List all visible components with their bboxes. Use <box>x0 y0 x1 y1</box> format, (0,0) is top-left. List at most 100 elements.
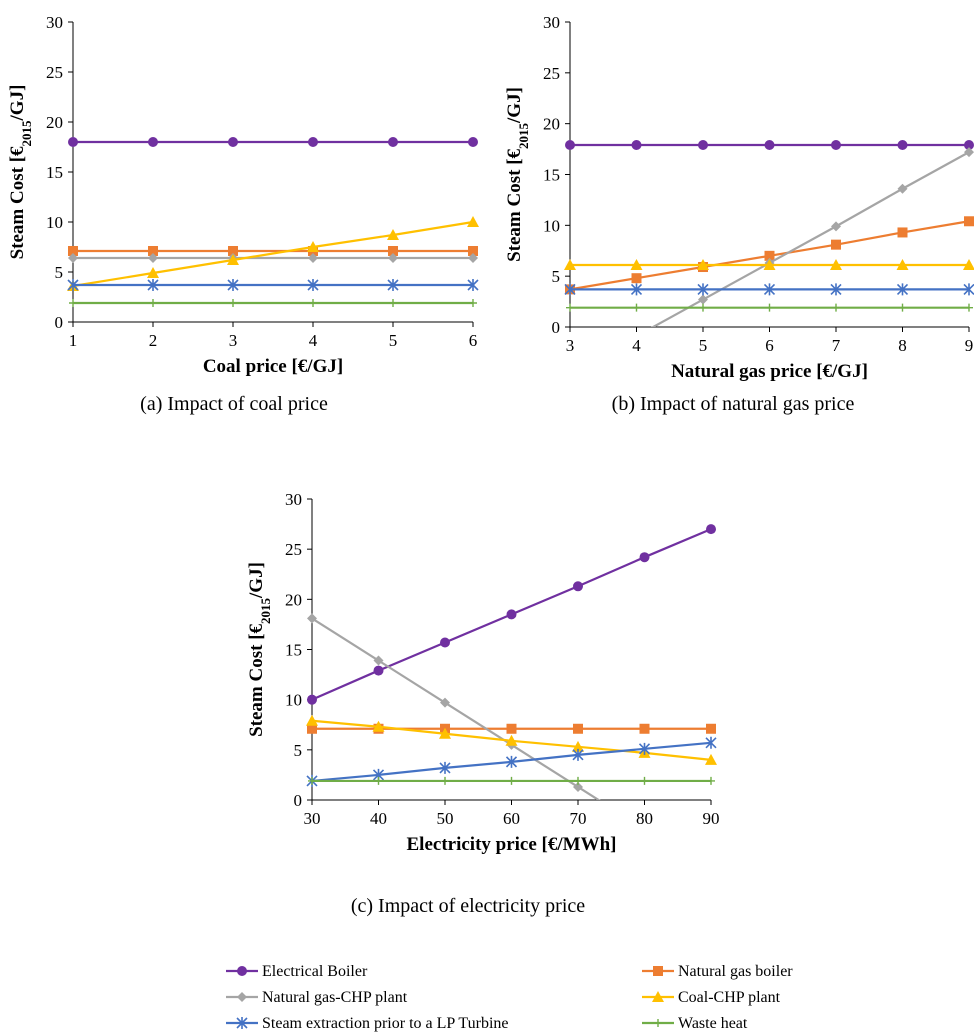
data-point-waste <box>309 299 317 307</box>
data-point-ngb <box>831 239 841 250</box>
legend-marker <box>236 1017 248 1029</box>
legend-marker <box>237 966 247 976</box>
data-point-coal <box>147 267 159 278</box>
data-point-ngb <box>706 723 716 734</box>
x-tick-label: 5 <box>389 331 398 350</box>
data-point-waste <box>441 776 449 785</box>
x-tick-label: 8 <box>898 336 907 355</box>
data-point-waste <box>566 303 574 312</box>
series-waste <box>308 776 715 785</box>
y-tick-label: 25 <box>285 540 302 559</box>
data-point-waste <box>507 776 516 785</box>
y-tick-label: 5 <box>294 741 303 760</box>
data-point-eb <box>308 137 318 147</box>
data-point-eb <box>506 609 517 620</box>
y-axis-label: Steam Cost [€2015/GJ] <box>246 562 273 737</box>
x-tick-label: 6 <box>469 331 478 350</box>
data-point-steam <box>227 279 239 291</box>
x-axis-label: Natural gas price [€/GJ] <box>671 361 868 382</box>
data-point-ngb <box>964 216 974 227</box>
data-point-coal <box>564 258 576 270</box>
data-point-coal <box>963 258 974 270</box>
data-point-steam <box>505 755 518 768</box>
series-steam <box>67 279 479 291</box>
data-point-steam <box>439 761 451 774</box>
data-point-ngb <box>307 723 317 734</box>
data-point-steam <box>307 279 319 291</box>
data-point-ngb <box>228 246 238 256</box>
data-point-eb <box>228 137 238 147</box>
data-point-steam <box>630 283 643 296</box>
data-point-coal <box>439 727 451 739</box>
data-point-steam <box>830 283 842 296</box>
y-tick-label: 25 <box>46 63 63 82</box>
data-point-eb <box>565 140 575 151</box>
data-point-steam <box>564 283 576 296</box>
x-tick-label: 9 <box>965 336 974 355</box>
chart-1: 0 5 10 15 20 25 30 1 2 3 4 5 6 Coal price [€/GJ] Steam… <box>7 13 479 415</box>
x-tick-label: 60 <box>503 809 520 828</box>
y-tick-label: 10 <box>46 213 63 232</box>
legend-item-coal: Coal-CHP plant <box>642 989 781 1006</box>
legend: Electrical Boiler Natural gas boiler Natur… <box>226 963 793 1032</box>
data-point-ngchp <box>373 655 384 666</box>
x-tick-label: 4 <box>632 336 641 355</box>
data-point-coal <box>830 258 842 270</box>
x-tick-label: 40 <box>370 809 387 828</box>
data-point-waste <box>632 303 641 312</box>
data-point-coal <box>705 753 717 765</box>
chart-3: 0 5 10 15 20 25 30 30 40 50 60 70 80 90 Electricity pr… <box>246 490 720 917</box>
data-point-ngb <box>468 246 478 256</box>
data-point-coal <box>630 258 643 270</box>
x-tick-label: 5 <box>699 336 708 355</box>
data-point-waste <box>765 303 774 312</box>
legend-item-waste: Waste heat <box>642 1015 748 1032</box>
data-point-waste <box>707 776 715 785</box>
data-point-coal <box>763 258 776 270</box>
data-point-ngb <box>68 246 78 256</box>
legend-item-steam: Steam extraction prior to a LP Turbine <box>226 1015 508 1032</box>
data-point-ngb <box>639 723 650 734</box>
data-point-ngchp <box>308 253 318 263</box>
legend-marker <box>653 966 663 976</box>
series-coal <box>67 216 479 291</box>
x-tick-label: 1 <box>69 331 78 350</box>
series-waste <box>566 303 973 312</box>
y-tick-label: 25 <box>543 64 560 83</box>
x-tick-label: 80 <box>636 809 653 828</box>
data-point-ngchp <box>388 253 398 263</box>
y-tick-label: 20 <box>46 113 63 132</box>
y-tick-label: 15 <box>543 166 560 185</box>
data-point-eb <box>639 552 650 563</box>
data-point-ngchp <box>698 294 708 305</box>
data-point-steam <box>705 736 717 749</box>
data-point-steam <box>572 748 584 761</box>
y-tick-label: 5 <box>552 267 561 286</box>
y-tick-label: 10 <box>285 691 302 710</box>
data-point-ngb <box>631 273 642 284</box>
data-point-ngb <box>388 246 398 256</box>
x-tick-label: 90 <box>703 809 720 828</box>
x-axis-label: Electricity price [€/MWh] <box>407 834 617 855</box>
series-steam <box>564 283 974 296</box>
data-point-eb <box>307 694 317 705</box>
data-point-waste <box>965 303 973 312</box>
data-point-waste <box>469 299 477 307</box>
data-point-eb <box>897 140 908 151</box>
x-tick-label: 4 <box>309 331 318 350</box>
chart-caption: (a) Impact of coal price <box>140 393 328 415</box>
series-eb <box>68 137 478 147</box>
x-tick-label: 3 <box>229 331 238 350</box>
data-point-steam <box>387 279 399 291</box>
data-point-eb <box>706 524 716 535</box>
data-point-coal <box>896 258 909 270</box>
legend-label: Waste heat <box>678 1015 748 1032</box>
x-tick-label: 7 <box>832 336 841 355</box>
data-point-ngb <box>506 723 517 734</box>
data-point-ngchp <box>307 613 317 624</box>
data-point-eb <box>964 140 974 151</box>
x-tick-label: 3 <box>566 336 575 355</box>
data-point-eb <box>698 140 708 151</box>
series-eb <box>565 140 974 151</box>
